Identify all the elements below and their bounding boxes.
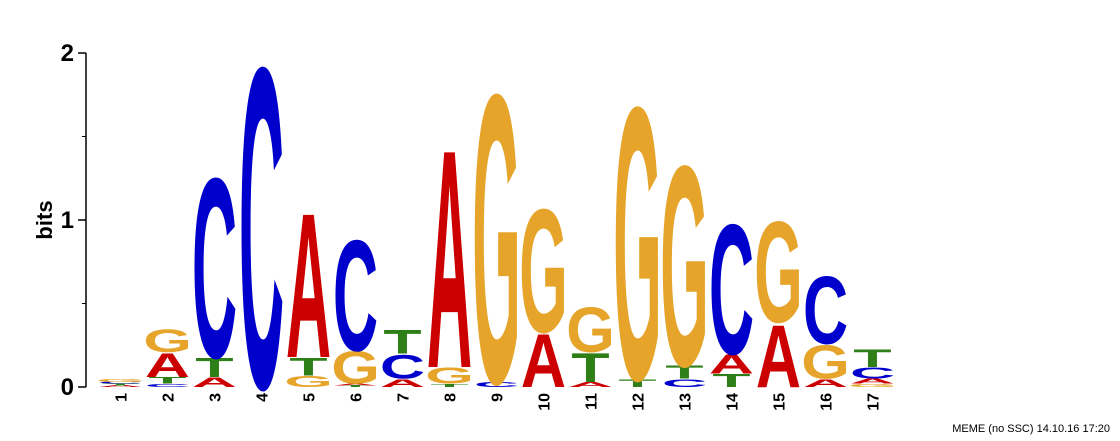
logo-letter-t: T bbox=[383, 322, 421, 361]
logo-letter-g: G bbox=[660, 106, 709, 427]
x-tick-label: 12 bbox=[631, 393, 648, 411]
logo-letter-c: C bbox=[662, 377, 707, 390]
x-axis-labels: 1 2 3 4 5 6 7 8 9 10 11 12 13 14 15 16 17 bbox=[114, 393, 883, 411]
logo-letter-a: A bbox=[709, 349, 754, 380]
logo-letter-c: C bbox=[98, 382, 143, 385]
logo-letter-c: C bbox=[709, 187, 754, 393]
x-tick-label: 1 bbox=[114, 393, 131, 402]
logo-letter-g: G bbox=[284, 373, 333, 391]
logo-letter-a: A bbox=[427, 84, 472, 433]
logo-letter-c: C bbox=[192, 125, 237, 412]
logo-letter-g: G bbox=[472, 9, 521, 441]
x-tick-label: 13 bbox=[678, 393, 695, 411]
logo-letter-t: T bbox=[148, 376, 186, 386]
logo-letter-c: C bbox=[333, 208, 378, 384]
logo-letter-t: T bbox=[195, 352, 233, 383]
logo-letter-g: G bbox=[754, 191, 803, 353]
logo-letter-t: T bbox=[336, 385, 374, 388]
x-tick-label: 8 bbox=[443, 393, 460, 402]
y-tick-label: 2 bbox=[61, 40, 74, 67]
x-tick-label: 3 bbox=[208, 393, 225, 402]
logo-letter-g: G bbox=[425, 363, 474, 389]
x-tick-label: 10 bbox=[537, 393, 554, 411]
logo-letter-a: A bbox=[521, 318, 566, 403]
x-tick-label: 2 bbox=[161, 393, 178, 402]
logo-letter-a: A bbox=[568, 381, 613, 389]
y-axis-label: bits bbox=[32, 200, 57, 239]
logo-letter-t: T bbox=[571, 345, 609, 391]
logo-letter-c: C bbox=[474, 381, 519, 389]
x-tick-label: 5 bbox=[302, 393, 319, 402]
logo-letter-g: G bbox=[801, 335, 850, 389]
logo-letter-a: A bbox=[98, 385, 143, 388]
x-tick-label: 16 bbox=[819, 393, 836, 411]
logo-letter-t: T bbox=[101, 383, 139, 386]
logo-letter-t: T bbox=[289, 353, 327, 381]
logo-letter-a: A bbox=[756, 307, 801, 407]
y-tick-label: 1 bbox=[61, 207, 74, 234]
logo-letter-t: T bbox=[665, 362, 703, 383]
x-tick-label: 11 bbox=[584, 393, 601, 410]
logo-letter-c: C bbox=[803, 257, 848, 365]
logo-letter-c: C bbox=[850, 364, 895, 382]
logo-letter-a: A bbox=[380, 377, 425, 390]
logo-letter-t: T bbox=[430, 383, 468, 388]
logo-letter-a: A bbox=[192, 375, 237, 391]
logo-letter-g: G bbox=[848, 383, 897, 388]
logo-letter-t: T bbox=[618, 377, 656, 390]
logo-letter-c: C bbox=[380, 347, 425, 386]
logo-letter-a: A bbox=[286, 172, 331, 402]
x-tick-label: 15 bbox=[772, 393, 789, 411]
logo-letter-c: C bbox=[239, 0, 284, 441]
x-tick-label: 9 bbox=[490, 393, 507, 402]
logo-letter-t: T bbox=[712, 370, 750, 391]
x-tick-label: 17 bbox=[866, 393, 883, 411]
x-tick-label: 4 bbox=[255, 393, 272, 402]
x-tick-label: 7 bbox=[396, 393, 413, 402]
logo-letter-g: G bbox=[519, 173, 568, 370]
logo-letter-a: A bbox=[333, 383, 378, 386]
footer-credit: MEME (no SSC) 14.10.16 17:20 bbox=[952, 423, 1110, 435]
y-axis: 0 1 2 bits bbox=[32, 40, 87, 401]
logo-letter-g: G bbox=[613, 27, 662, 441]
x-tick-label: 14 bbox=[725, 393, 742, 411]
logo-letter-g: G bbox=[331, 342, 380, 394]
logo-letter-g: G bbox=[96, 378, 145, 383]
logo-letter-g: G bbox=[566, 295, 615, 366]
y-tick-label: 0 bbox=[61, 374, 74, 401]
logo-letter-g: G bbox=[143, 323, 192, 359]
logo-letter-a: A bbox=[145, 346, 190, 385]
logo-letter-t: T bbox=[853, 345, 891, 373]
logo-letter-a: A bbox=[803, 377, 848, 390]
logo-letter-c: C bbox=[145, 383, 190, 388]
logo-letter-a: A bbox=[850, 378, 895, 386]
x-tick-label: 6 bbox=[349, 393, 366, 402]
